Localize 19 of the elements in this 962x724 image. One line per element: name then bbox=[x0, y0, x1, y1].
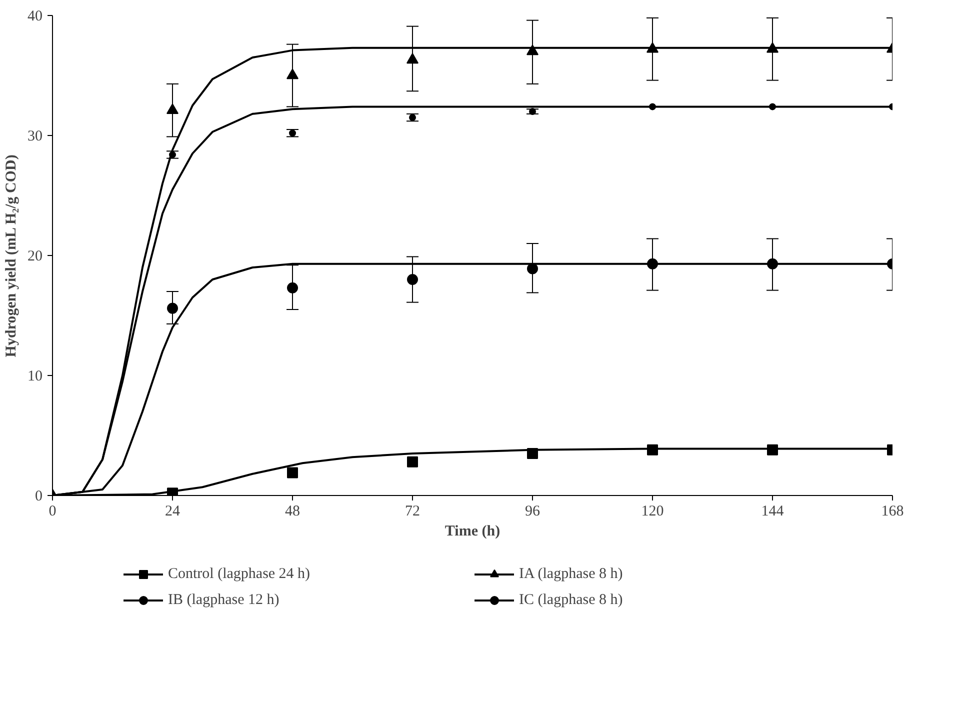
x-tick-label: 48 bbox=[285, 504, 300, 520]
x-tick-label: 144 bbox=[761, 504, 784, 520]
x-tick-label: 96 bbox=[525, 504, 540, 520]
y-tick-label: 0 bbox=[35, 488, 42, 504]
y-tick-label: 10 bbox=[28, 368, 42, 384]
legend-label: Control (lagphase 24 h) bbox=[168, 566, 312, 582]
legend-label: IA (lagphase 8 h) bbox=[519, 566, 624, 582]
x-axis-title: Time (h) bbox=[444, 524, 500, 540]
y-tick-label: 30 bbox=[28, 128, 42, 144]
x-tick-label: 72 bbox=[405, 504, 420, 520]
legend-label: IB (lagphase 12 h) bbox=[168, 592, 280, 608]
y-tick-label: 40 bbox=[28, 8, 42, 24]
y-axis-title: Hydrogen yield (mL H₂/g COD) bbox=[4, 154, 20, 358]
x-tick-label: 24 bbox=[165, 504, 180, 520]
x-tick-label: 0 bbox=[48, 504, 56, 520]
x-tick-label: 168 bbox=[881, 504, 904, 520]
legend-label: IC (lagphase 8 h) bbox=[519, 592, 624, 608]
y-tick-label: 20 bbox=[28, 248, 42, 264]
x-tick-label: 120 bbox=[641, 504, 664, 520]
